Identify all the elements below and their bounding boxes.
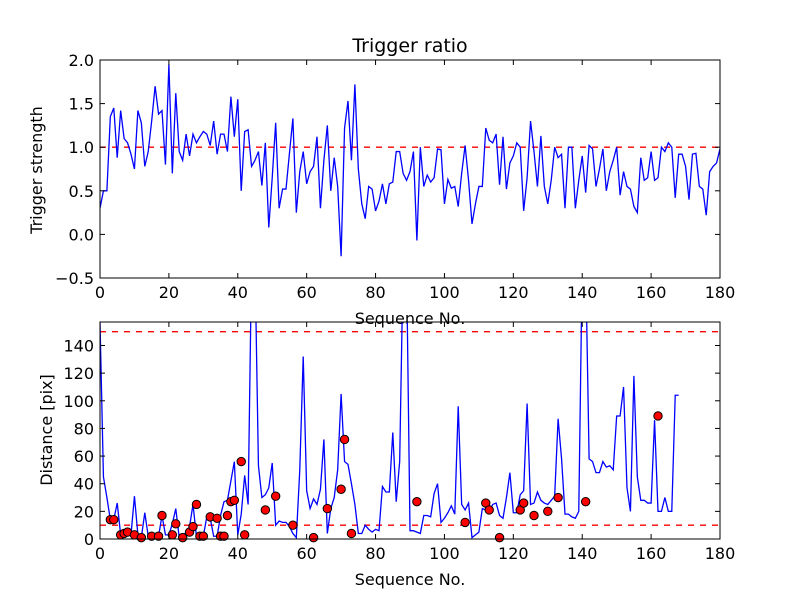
trigger-plot-area [100,64,720,257]
selected-point-marker [322,503,333,514]
selected-point-marker [157,510,167,521]
selected-point-marker [270,491,281,501]
selected-point-marker [260,505,271,515]
bottom-axes-frame [99,321,721,540]
x-tick-label: 120 [498,283,529,302]
x-tick-label: 0 [95,283,105,302]
selected-point-marker [494,532,505,543]
top-clipped-marks [100,64,720,257]
x-tick-label: 60 [296,283,316,302]
selected-point-marker [339,434,350,445]
top-y-ticks: −0.5 0.0 0.5 1.0 1.5 2.0 [55,51,720,288]
top-x-axis-label: Sequence No. [355,309,466,328]
selected-point-marker [543,506,553,517]
top-series-line [100,64,720,257]
selected-point-marker [518,498,529,508]
selected-point-marker [308,532,319,543]
y-tick-label: 20 [74,502,94,521]
selected-point-marker [191,499,202,510]
x-tick-label: 0 [95,544,105,563]
x-tick-label: 140 [567,283,598,302]
selected-point-marker [412,496,422,507]
y-tick-label: 0.5 [69,182,94,201]
selected-point-marker [484,505,494,515]
selected-point-marker [222,510,233,521]
x-tick-label: 140 [567,544,598,563]
y-tick-label: 2.0 [69,51,94,70]
x-tick-label: 60 [296,544,316,563]
x-tick-label: 20 [159,544,179,563]
bottom-selected-markers [105,411,663,543]
x-tick-label: 100 [429,544,460,563]
x-tick-label: 20 [159,283,179,302]
x-tick-label: 120 [498,544,529,563]
x-tick-label: 40 [228,544,248,563]
x-tick-label: 80 [365,283,385,302]
selected-point-marker [212,513,222,523]
bottom-x-ticks: 0 20 40 60 80 100 120 140 160 180 [95,322,735,563]
y-tick-label: 1.0 [69,138,94,157]
selected-point-marker [219,531,229,541]
top-y-axis-label: Trigger strength [27,106,46,235]
y-tick-label: −0.5 [55,269,94,288]
selected-point-marker [239,530,250,540]
x-tick-label: 160 [636,283,667,302]
chart-title: Trigger ratio [351,35,467,57]
selected-point-marker [109,514,119,525]
y-tick-label: 80 [74,419,94,438]
selected-point-marker [460,517,470,528]
selected-point-marker [198,531,209,541]
selected-point-marker [346,528,357,539]
x-tick-label: 100 [429,283,460,302]
x-tick-label: 80 [365,544,385,563]
selected-point-marker [336,484,346,494]
x-tick-label: 40 [228,283,248,302]
top-x-ticks: 0 20 40 60 80 100 120 140 160 180 [95,60,735,302]
selected-point-marker [553,492,563,503]
y-tick-label: 0 [84,530,94,549]
selected-point-marker [236,456,246,467]
selected-point-marker [653,411,663,421]
bottom-y-axis-label: Distance [pix] [37,374,56,486]
selected-point-marker [177,532,188,543]
y-tick-label: 40 [74,475,94,494]
selected-point-marker [580,496,591,507]
y-tick-label: 120 [63,364,94,383]
y-tick-label: 100 [63,392,94,411]
y-tick-label: 140 [63,336,94,355]
selected-point-marker [229,495,240,505]
selected-point-marker [529,510,539,521]
distance-plot-area [100,322,720,543]
bottom-x-axis-label: Sequence No. [355,570,466,589]
bottom-y-ticks: 0 20 40 60 80 100 120 140 [63,336,720,549]
selected-point-marker [288,520,298,530]
y-tick-label: 0.0 [69,225,94,244]
top-axes-frame [99,59,721,279]
selected-point-marker [167,530,178,540]
selected-point-marker [188,521,198,532]
selected-point-marker [171,519,181,529]
x-tick-label: 180 [705,283,736,302]
y-tick-label: 1.5 [69,95,94,114]
distance-chart: 0 20 40 60 80 100 120 140 160 180 0 20 40 60 80 100 120… [37,321,735,589]
y-tick-label: 60 [74,447,94,466]
selected-point-marker [136,532,147,543]
x-tick-label: 160 [636,544,667,563]
x-tick-label: 180 [705,544,736,563]
selected-point-marker [153,531,164,541]
trigger-ratio-chart: Trigger ratio 0 20 40 60 80 100 120 140 160 180 −… [27,35,735,328]
